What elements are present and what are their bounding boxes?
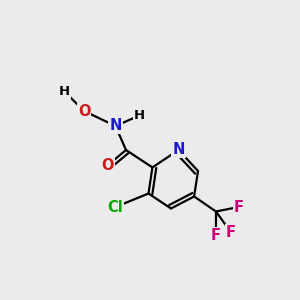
Text: F: F [233,200,244,214]
Text: H: H [59,85,70,98]
Text: Cl: Cl [108,200,123,214]
Text: H: H [134,109,145,122]
Text: O: O [102,158,114,172]
Text: F: F [211,228,221,243]
Text: N: N [172,142,185,158]
Text: F: F [226,225,236,240]
Text: O: O [78,103,90,118]
Text: N: N [109,118,122,134]
